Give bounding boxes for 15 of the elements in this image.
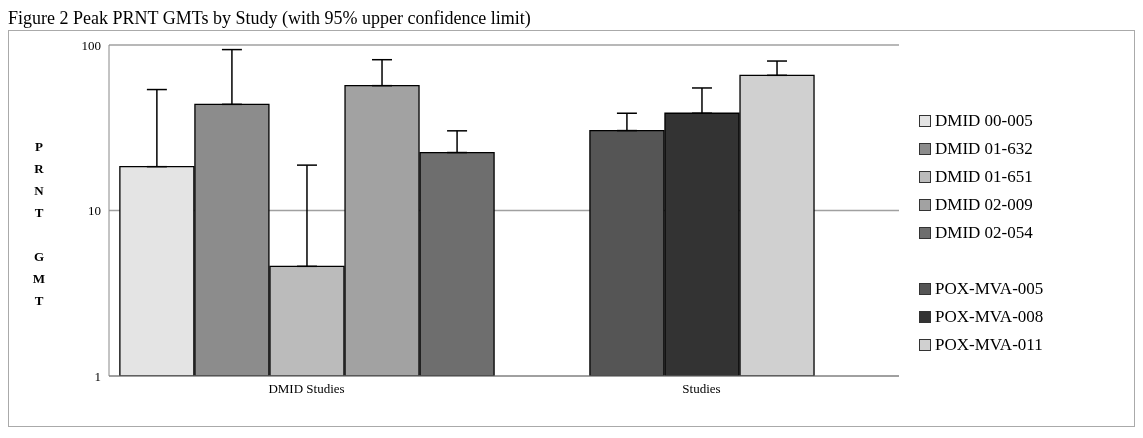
x-tick-label: DMID Studies xyxy=(268,381,345,397)
legend-label: DMID 01-651 xyxy=(935,166,1033,187)
legend-label: POX-MVA-005 xyxy=(935,278,1044,299)
chart-title: Figure 2 Peak PRNT GMTs by Study (with 95% upper confidence limit) xyxy=(8,8,532,30)
y-tick-label: 10 xyxy=(88,203,101,219)
y-tick-label: 100 xyxy=(81,37,101,53)
text: PRNT GMT xyxy=(32,139,46,308)
legend-label: DMID 01-632 xyxy=(935,138,1033,159)
legend-label: DMID 02-009 xyxy=(935,194,1033,215)
legend-label: DMID 02-054 xyxy=(935,222,1033,243)
y-tick-label: 1 xyxy=(94,368,101,384)
legend-label: DMID 00-005 xyxy=(935,110,1033,131)
x-tick-label: Studies xyxy=(682,381,721,397)
legend-label: POX-MVA-008 xyxy=(935,306,1044,327)
legend-label: POX-MVA-011 xyxy=(935,334,1043,355)
